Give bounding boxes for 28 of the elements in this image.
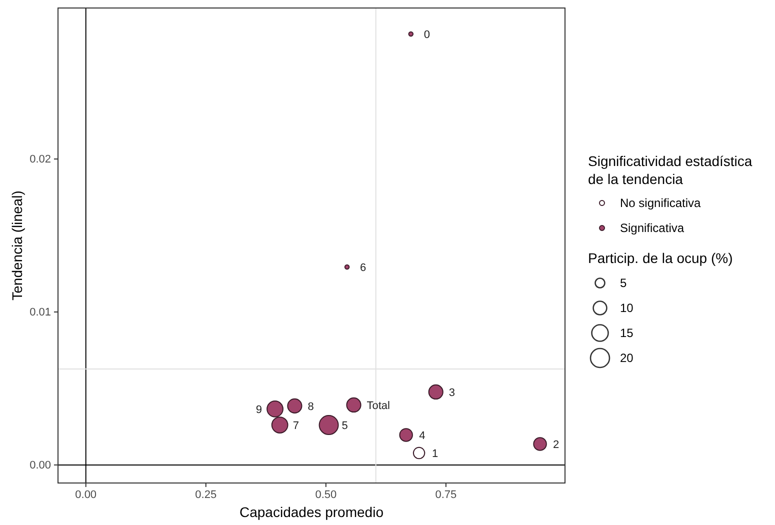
x-tick-label: 0.25 — [195, 488, 217, 501]
y-tick-label: 0.00 — [30, 459, 51, 472]
annotation: 1 — [432, 448, 438, 460]
annotation: 5 — [342, 420, 348, 432]
legend-label: 20 — [620, 351, 634, 365]
x-tick-label: 0.75 — [435, 488, 457, 501]
annotation: 7 — [292, 420, 299, 432]
y-tick-label: 0.02 — [30, 154, 51, 166]
legend-label: 5 — [620, 276, 627, 290]
text: Particip. de la ocup (%) — [588, 250, 733, 266]
annotation: Total — [366, 400, 390, 412]
legend-label: No significativa — [620, 196, 702, 210]
x-tick-label: 0.00 — [75, 488, 97, 501]
legend-label: 15 — [620, 326, 634, 340]
y-axis-title: Tendencia (lineal) — [9, 190, 25, 300]
annotation: 0 — [424, 29, 430, 42]
annotation: 6 — [360, 262, 366, 274]
annotation: 4 — [419, 430, 426, 442]
annotation: 9 — [256, 404, 262, 416]
y-tick-label: 0.01 — [30, 306, 51, 318]
legend-title: Significatividad estadística de la tendencia — [588, 153, 752, 187]
x-tick-label: 0.50 — [315, 488, 337, 501]
legend-label: 10 — [620, 301, 634, 315]
annotation: 8 — [308, 400, 314, 413]
annotation: 3 — [448, 386, 455, 399]
annotation: 2 — [553, 438, 560, 451]
legend-label: Significativa — [620, 221, 684, 235]
x-axis-title: Capacidades promedio — [240, 504, 384, 520]
